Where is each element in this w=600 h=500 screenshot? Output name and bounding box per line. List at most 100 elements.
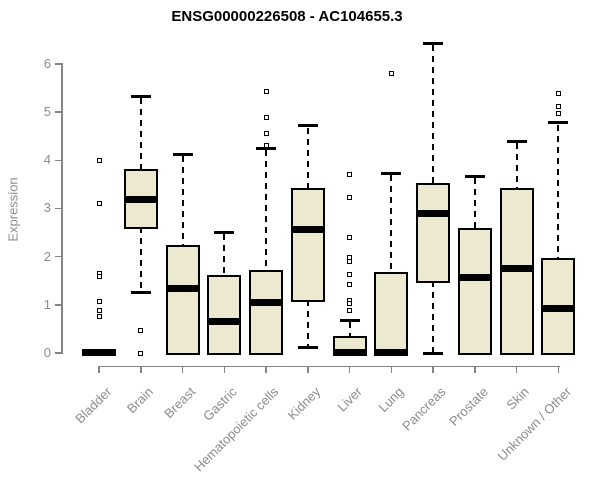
upper-whisker-cap-prostate [464,174,485,178]
outlier-point-unknown-other [555,91,561,97]
x-tick-label-brain: Brain [124,384,157,417]
x-tick [265,366,267,373]
outlier-point-brain [138,350,144,356]
outlier-point-bladder [96,274,102,280]
x-tick-label-gastric: Gastric [200,384,240,424]
y-tick [55,304,61,306]
x-tick [307,366,309,373]
x-tick [98,366,100,373]
lower-whisker-cap-brain [130,291,151,295]
y-tick [55,159,61,162]
x-tick-label-skin: Skin [503,384,533,413]
median-line-prostate [457,274,492,282]
outlier-point-hematopoietic-cells [263,131,269,137]
upper-whisker-unknown-other [557,124,560,261]
x-tick [390,366,393,373]
upper-whisker-breast [181,156,184,247]
median-line-liver [332,348,367,356]
y-tick [55,111,61,113]
median-line-breast [165,285,200,293]
upper-whisker-cap-brain [130,94,151,98]
median-line-gastric [207,318,242,326]
outlier-point-brain [138,328,144,334]
chart-title: ENSG00000226508 - AC104655.3 [171,8,403,25]
outlier-point-bladder [96,157,102,163]
x-tick-label-breast: Breast [160,384,199,422]
y-tick-label: 4 [43,152,51,168]
outlier-point-unknown-other [555,110,561,116]
upper-whisker-cap-lung [381,171,402,175]
x-tick-label-liver: Liver [334,384,366,415]
x-tick [223,366,226,373]
y-tick-label: 2 [43,248,51,264]
median-line-pancreas [416,210,451,218]
upper-whisker-cap-pancreas [423,41,444,45]
y-tick [55,352,61,354]
x-tick [140,366,142,373]
x-axis-line [98,365,560,367]
upper-whisker-cap-gastric [214,230,235,234]
lower-whisker-cap-kidney [297,345,318,349]
upper-whisker-cap-liver [339,318,360,322]
outlier-point-liver [347,308,353,314]
median-line-skin [499,264,534,272]
x-tick-label-lung: Lung [375,384,407,416]
y-tick [55,63,61,65]
x-tick [348,366,351,373]
outlier-point-bladder [96,200,102,206]
lower-whisker-cap-pancreas [423,351,444,355]
outlier-point-unknown-other [555,103,561,109]
y-tick-label: 5 [43,104,51,120]
outlier-point-hematopoietic-cells [263,89,269,95]
outlier-point-liver [347,172,353,178]
outlier-point-lung [388,70,394,76]
outlier-point-hematopoietic-cells [263,143,269,149]
median-line-kidney [290,225,325,233]
outlier-point-bladder [96,308,102,314]
upper-whisker-lung [390,175,393,275]
box-kidney [290,188,325,302]
outlier-point-liver [347,235,353,241]
upper-whisker-cap-breast [172,152,193,156]
upper-whisker-cap-skin [506,139,527,143]
median-line-unknown-other [541,304,576,312]
y-tick-label: 6 [43,55,51,71]
x-tick-label-prostate: Prostate [445,384,491,429]
upper-whisker-cap-unknown-other [548,121,569,125]
box-lung [374,272,409,355]
box-hematopoietic-cells [249,270,284,355]
x-tick [557,366,560,373]
y-tick-label: 3 [43,200,51,216]
median-line-bladder [82,348,116,356]
outlier-point-hematopoietic-cells [263,114,269,120]
x-tick-label-kidney: Kidney [284,384,324,423]
x-tick [181,366,184,373]
upper-whisker-gastric [223,234,226,277]
y-axis-line [61,63,63,354]
lower-whisker-kidney [306,300,309,347]
box-breast [165,244,200,355]
outlier-point-liver [347,258,353,264]
upper-whisker-skin [515,143,518,191]
median-line-lung [374,348,409,356]
outlier-point-liver [347,272,353,278]
median-line-brain [123,196,158,204]
upper-whisker-hematopoietic-cells [265,150,268,273]
x-tick-label-unknown-other: Unknown / Other [494,384,575,464]
outlier-point-liver [347,195,353,201]
box-prostate [457,228,492,355]
x-tick-label-bladder: Bladder [72,384,115,427]
box-gastric [207,274,242,355]
box-pancreas [416,182,451,283]
outlier-point-liver [347,300,353,306]
lower-whisker-brain [139,227,142,292]
upper-whisker-liver [348,322,351,339]
outlier-point-bladder [96,299,102,305]
x-tick [474,366,476,373]
outlier-point-liver [347,281,353,287]
median-line-hematopoietic-cells [249,299,284,307]
lower-whisker-pancreas [432,280,435,352]
x-tick [515,366,518,373]
upper-whisker-cap-kidney [297,124,318,128]
